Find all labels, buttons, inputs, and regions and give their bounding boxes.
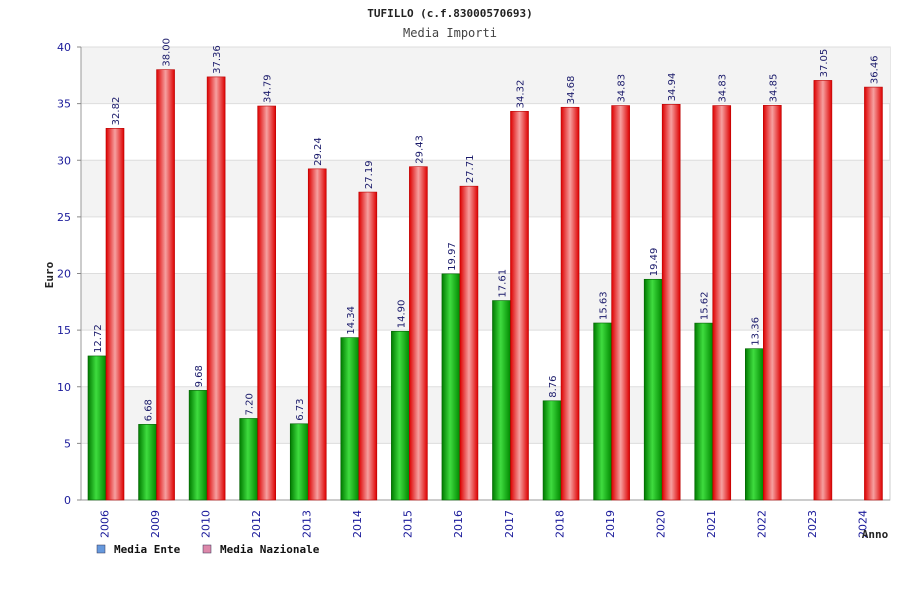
bar-media-ente [694,322,714,501]
y-tick-label: 0 [64,494,71,507]
data-label-media-ente: 7.20 [245,393,256,415]
bar-media-nazionale [206,76,226,501]
x-tick-label: 2023 [806,510,819,538]
x-tick-label: 2022 [756,510,769,538]
bar-media-nazionale [307,168,327,501]
data-label-media-nazionale: 27.71 [465,155,476,184]
legend-swatch-media-nazionale [202,544,212,554]
data-label-media-ente: 15.62 [700,291,711,320]
bar-media-nazionale [459,185,479,501]
bar-media-ente [643,278,663,501]
bar-media-ente [593,322,612,501]
bar-media-nazionale [156,69,175,501]
data-label-media-ente: 19.49 [649,248,660,277]
bar-media-nazionale [409,166,428,501]
data-label-media-ente: 19.97 [447,242,458,271]
x-tick-label: 2009 [149,510,162,538]
data-label-media-ente: 6.68 [144,399,155,421]
bar-media-ente [391,330,410,501]
y-tick-label: 10 [57,381,71,394]
data-label-media-ente: 9.68 [194,365,205,387]
bar-media-nazionale [661,104,681,501]
bar-media-ente [492,300,511,501]
data-label-media-ente: 8.76 [548,376,559,398]
bar-media-nazionale [510,111,529,501]
data-label-media-ente: 15.63 [599,291,610,320]
legend-label-media-ente: Media Ente [114,543,181,556]
data-label-media-ente: 14.34 [346,306,357,335]
y-axis-ticks: 0 5 10 15 20 25 30 35 40 [57,41,81,507]
bar-media-ente [188,390,208,501]
bar-media-nazionale [813,80,833,501]
data-label-media-nazionale: 37.05 [819,49,830,78]
legend: Media Ente Media Nazionale [96,543,320,556]
bar-media-ente [542,400,562,501]
data-label-media-nazionale: 34.85 [768,74,779,103]
data-label-media-nazionale: 37.36 [212,45,223,74]
x-tick-label: 2024 [857,510,870,538]
x-tick-label: 2021 [705,510,718,538]
bar-media-ente [239,418,258,501]
x-tick-label: 2018 [553,510,566,538]
data-label-media-nazionale: 34.94 [667,73,678,102]
bar-media-nazionale [712,105,732,501]
legend-label-media-nazionale: Media Nazionale [220,543,320,556]
x-tick-label: 2020 [654,510,667,538]
y-tick-label: 40 [57,41,71,54]
x-axis-ticks: 2006 2009 2010 2012 2013 2014 2015 2016 2017 2018… [98,510,869,538]
y-tick-label: 15 [57,324,71,337]
chart-subtitle: Media Importi [403,26,497,40]
data-label-media-nazionale: 34.32 [516,80,527,109]
x-axis-label: Anno [862,528,889,541]
data-label-media-nazionale: 34.83 [617,74,628,103]
data-label-media-ente: 6.73 [295,399,306,421]
bar-media-ente [340,337,360,501]
data-label-media-nazionale: 29.43 [414,135,425,164]
bars [87,69,883,501]
y-tick-label: 5 [64,437,71,450]
data-label-media-ente: 17.61 [498,269,509,298]
data-label-media-ente: 12.72 [93,324,104,353]
data-label-media-nazionale: 34.68 [566,76,577,105]
bar-media-ente [138,424,157,501]
data-label-media-nazionale: 32.82 [111,97,122,126]
data-label-media-nazionale: 36.46 [869,55,880,84]
x-tick-label: 2014 [351,510,364,538]
y-tick-label: 20 [57,268,71,281]
data-label-media-ente: 13.36 [750,317,761,346]
bar-media-nazionale [763,105,782,501]
bar-media-nazionale [560,106,580,501]
bar-media-ente [745,348,764,501]
bar-media-nazionale [105,128,125,501]
bar-media-nazionale [864,86,883,501]
data-label-media-nazionale: 27.19 [364,160,375,189]
data-label-media-nazionale: 29.24 [313,137,324,166]
bar-media-nazionale [611,105,630,501]
bar-media-ente [441,273,461,501]
y-tick-label: 35 [57,98,71,111]
data-labels: 12.72 32.82 6.68 38.00 9.68 37.36 7.20 34.79 6.7… [93,38,880,421]
bar-media-ente [87,355,107,501]
x-tick-label: 2010 [199,510,212,538]
y-tick-label: 25 [57,211,71,224]
legend-swatch-media-ente [96,544,106,554]
x-tick-label: 2019 [604,510,617,538]
data-label-media-nazionale: 34.79 [263,74,274,103]
bar-media-nazionale [257,105,276,501]
x-tick-label: 2017 [503,510,516,538]
data-label-media-ente: 14.90 [396,300,407,329]
x-tick-label: 2006 [98,510,111,538]
chart-title: TUFILLO (c.f.83000570693) [367,7,533,20]
x-tick-label: 2016 [452,510,465,538]
bar-media-ente [289,423,309,501]
y-axis-label: Euro [43,261,56,288]
x-tick-label: 2015 [402,510,415,538]
x-tick-label: 2012 [250,510,263,538]
y-tick-label: 30 [57,154,71,167]
data-label-media-nazionale: 34.83 [718,74,729,103]
data-label-media-nazionale: 38.00 [162,38,173,67]
x-tick-label: 2013 [301,510,314,538]
bar-media-nazionale [358,191,378,501]
